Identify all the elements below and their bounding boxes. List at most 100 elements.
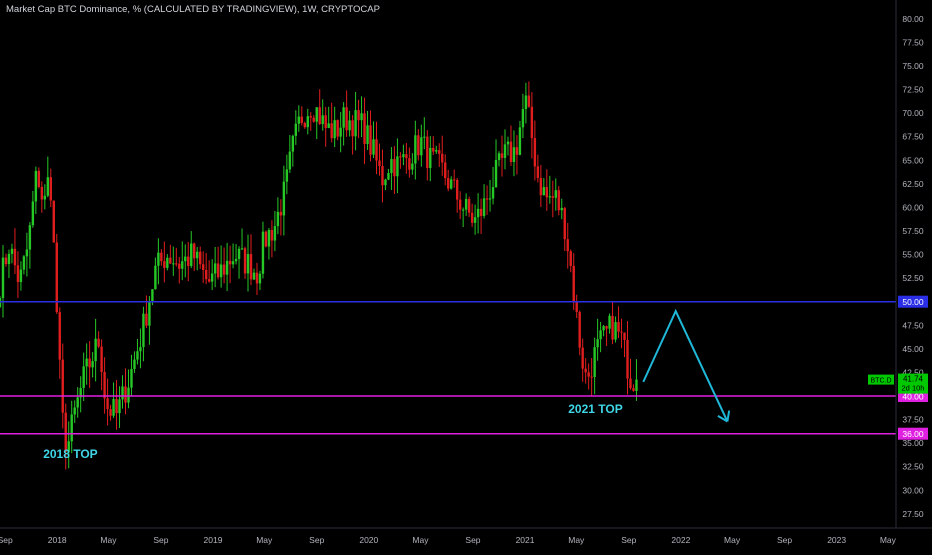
candle-body [488, 198, 492, 200]
candle-body [366, 125, 369, 144]
candle-body [563, 207, 566, 240]
candle-body [228, 260, 232, 265]
candle-body [16, 265, 20, 282]
candle-body [330, 123, 333, 139]
candle-body [100, 346, 103, 372]
candle-body [237, 248, 241, 259]
candle-body [163, 261, 166, 268]
candle-body [312, 117, 315, 122]
candle-body [136, 351, 139, 360]
candle-body [405, 154, 408, 159]
candle-body [524, 95, 528, 110]
candle-body [572, 265, 575, 302]
candle-body [476, 208, 480, 218]
candle-body [88, 358, 91, 368]
candle-body [34, 170, 38, 202]
candle-body [279, 211, 283, 216]
candle-body [447, 178, 450, 189]
level-tag [898, 427, 928, 440]
y-tick-label: 70.00 [902, 108, 924, 118]
candle-body [264, 231, 268, 247]
candle-body [25, 249, 29, 257]
candle-body [222, 264, 226, 275]
x-tick-label: Sep [309, 535, 324, 545]
candle-body [539, 177, 543, 196]
candle-body [602, 326, 605, 331]
candle-body [333, 120, 336, 139]
candle-body [455, 179, 459, 200]
candle-body [40, 186, 44, 200]
candle-body [130, 369, 133, 388]
x-tick-label: May [568, 535, 585, 545]
x-tick-label: 2023 [827, 535, 846, 545]
candle-body [43, 195, 47, 200]
x-tick-label: May [724, 535, 741, 545]
candle-body [270, 229, 274, 241]
candle-body [441, 153, 444, 163]
candle-body [417, 135, 420, 156]
candle-body [190, 243, 193, 266]
candle-body [273, 226, 277, 241]
candle-body [551, 196, 554, 198]
candle-body [566, 239, 569, 252]
candle-body [19, 269, 23, 282]
candle-body [554, 190, 557, 198]
candle-body [357, 110, 360, 121]
candle-body [578, 311, 581, 348]
current-price-value: 41.74 [903, 375, 924, 384]
candle-body [124, 386, 127, 403]
candle-body [533, 138, 537, 167]
candle-body [345, 107, 348, 131]
candle-body [303, 123, 306, 128]
candle-body [473, 217, 477, 223]
candle-body [225, 260, 229, 275]
candle-body [482, 198, 486, 216]
y-tick-label: 62.50 [902, 179, 924, 189]
y-tick-label: 35.00 [902, 438, 924, 448]
x-tick-label: 2018 [48, 535, 67, 545]
candle-body [378, 160, 381, 167]
candle-body [112, 399, 115, 416]
candle-body [216, 263, 220, 278]
candle-body [500, 153, 504, 158]
y-tick-label: 45.00 [902, 344, 924, 354]
candle-body [234, 258, 238, 262]
candle-body [151, 289, 154, 303]
candle-body [396, 156, 399, 177]
candle-body [521, 109, 525, 128]
candle-body [294, 123, 298, 136]
candle-body [184, 256, 187, 262]
y-tick-label: 67.50 [902, 132, 924, 142]
candle-body [575, 301, 578, 312]
candle-body [76, 397, 79, 408]
candle-body [115, 399, 118, 414]
y-tick-label: 60.00 [902, 202, 924, 212]
candle-body [614, 322, 617, 340]
y-tick-label: 77.50 [902, 37, 924, 47]
candle-body [387, 173, 390, 180]
candle-body [240, 248, 244, 250]
candle-body [381, 166, 384, 186]
level-tag-label: 36.00 [902, 429, 924, 439]
candle-body [13, 248, 17, 266]
y-tick-label: 52.50 [902, 273, 924, 283]
y-tick-label: 57.50 [902, 226, 924, 236]
candle-body [55, 242, 58, 313]
candle-body [70, 414, 73, 442]
candle-body [10, 248, 14, 254]
candle-body [178, 263, 181, 269]
y-tick-label: 72.50 [902, 85, 924, 95]
candle-body [196, 251, 199, 259]
level-tag-label: 50.00 [902, 297, 924, 307]
candle-body [620, 331, 623, 333]
candle-body [461, 209, 465, 211]
y-tick-label: 37.50 [902, 415, 924, 425]
candle-body [91, 361, 94, 368]
candle-body [414, 135, 417, 164]
candle-body [243, 248, 247, 274]
candle-body [46, 177, 50, 196]
candle-body [536, 166, 540, 178]
candle-body [118, 399, 121, 414]
